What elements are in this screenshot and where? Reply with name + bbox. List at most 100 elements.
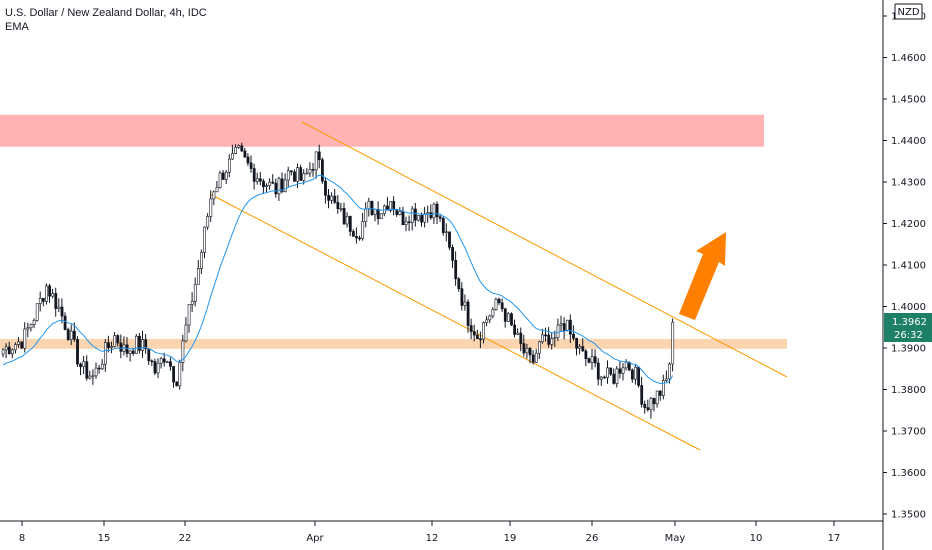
time-tick-label: 17 [828, 533, 841, 544]
candle-down [131, 350, 135, 354]
candle-down [336, 202, 340, 209]
candle-up [330, 195, 334, 201]
price-tick-label: 1.3800 [891, 385, 926, 396]
candle-down [376, 208, 380, 220]
price-axis[interactable]: 1.47001.46001.45001.44001.43001.42001.41… [882, 0, 926, 550]
candle-up [268, 181, 272, 186]
candle-down [581, 346, 585, 352]
candle-up [190, 301, 194, 305]
candle-down [293, 171, 296, 182]
candle-up [128, 350, 132, 354]
candle-down [435, 203, 439, 218]
candle-up [463, 301, 467, 306]
candle-up [606, 367, 610, 378]
channel-upper-line[interactable] [301, 121, 788, 378]
candle-up [23, 328, 27, 349]
candle-up [17, 341, 21, 345]
candle-up [206, 216, 210, 228]
candle-up [410, 208, 414, 223]
candle-down [646, 407, 650, 410]
forecast-arrow[interactable] [679, 232, 726, 320]
candle-up [553, 337, 557, 339]
time-tick-label: 22 [179, 533, 192, 544]
candle-down [407, 221, 411, 224]
candle-down [547, 334, 551, 345]
candle-down [479, 338, 482, 341]
candle-up [1, 349, 5, 355]
candle-down [162, 358, 166, 363]
candle-up [506, 313, 510, 322]
candle-down [153, 361, 157, 374]
candle-down [575, 338, 579, 349]
candle-up [104, 342, 107, 365]
candle-down [262, 180, 265, 188]
price-tick-label: 1.3500 [891, 510, 926, 521]
current-price-value: 1.3962 [892, 317, 927, 328]
candle-down [41, 297, 45, 302]
candle-down [451, 247, 455, 261]
candle-down [172, 366, 176, 383]
candle-up [389, 201, 393, 211]
candle-down [258, 178, 262, 182]
candle-up [578, 346, 582, 349]
time-tick-label: May [665, 533, 686, 544]
candle-down [637, 366, 641, 386]
candle-up [488, 315, 492, 321]
candle-up [314, 151, 318, 171]
price-tick-label: 1.4200 [891, 219, 926, 230]
candle-down [466, 301, 470, 326]
candle-up [550, 338, 554, 345]
candle-down [596, 362, 600, 380]
candle-up [32, 320, 36, 325]
candle-down [513, 324, 517, 335]
time-axis[interactable]: 8 15 22 Apr 12 19 26 May 10 17 [0, 520, 883, 544]
candle-up [537, 341, 541, 354]
candle-up [178, 362, 182, 387]
candle-down [510, 313, 513, 326]
candle-down [503, 308, 507, 322]
candle-up [100, 363, 104, 370]
candle-down [7, 346, 11, 355]
candle-down [85, 361, 89, 379]
candle-down [63, 315, 67, 330]
candle-down [438, 216, 442, 219]
candle-up [621, 367, 625, 374]
candle-up [159, 358, 163, 364]
candle-up [135, 335, 138, 354]
price-tick-label: 1.4400 [891, 136, 926, 147]
candle-up [367, 201, 371, 210]
candle-down [497, 298, 501, 304]
candle-up [444, 231, 448, 234]
candle-up [94, 367, 98, 377]
candle-up [373, 208, 377, 215]
price-tick-label: 1.4100 [891, 261, 926, 272]
resistance-zone[interactable] [0, 114, 764, 147]
indicator-label: EMA [5, 21, 29, 33]
candle-up [255, 178, 259, 182]
time-tick-label: 10 [750, 533, 763, 544]
price-tick-label: 1.3900 [891, 344, 926, 355]
candle-up [231, 153, 234, 160]
candle-down [311, 169, 315, 171]
candle-down [392, 201, 396, 211]
candle-down [355, 236, 358, 239]
chart-legend: U.S. Dollar / New Zealand Dollar, 4h, ID… [5, 6, 207, 34]
channel-lower-line[interactable] [209, 193, 701, 451]
currency-badge[interactable]: NZD [894, 3, 923, 20]
candle-up [45, 285, 48, 302]
candle-up [209, 198, 213, 217]
candle-down [54, 293, 58, 309]
candle-down [351, 231, 355, 237]
candles [1, 142, 675, 419]
candle-up [296, 167, 300, 182]
forecast-arrow-shape[interactable] [679, 232, 726, 320]
time-tick-label: 15 [98, 533, 111, 544]
time-tick-label: 19 [504, 533, 517, 544]
candle-up [11, 349, 14, 355]
candle-up [525, 348, 529, 354]
support-zone[interactable] [0, 338, 787, 349]
channel-lines [209, 121, 788, 451]
candle-down [169, 361, 172, 367]
candle-down [324, 180, 327, 196]
